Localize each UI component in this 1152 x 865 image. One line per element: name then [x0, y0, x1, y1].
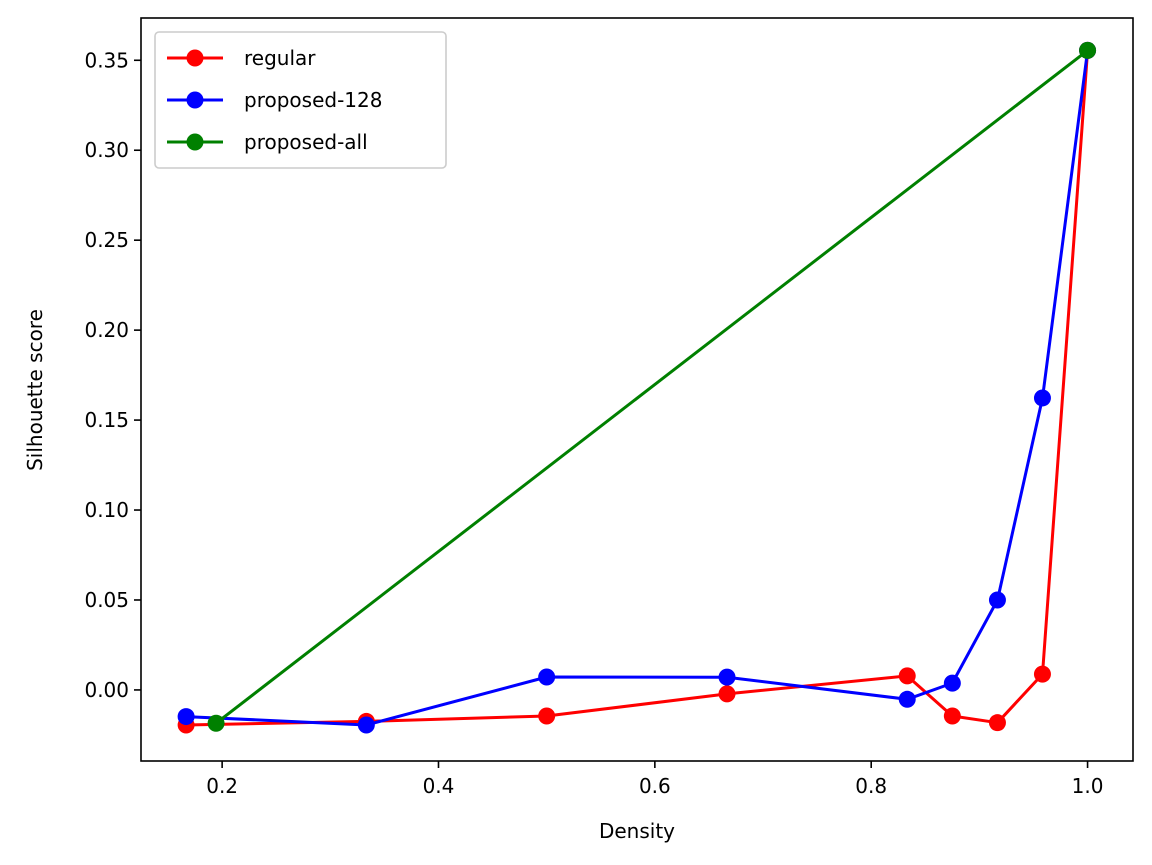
legend-marker-proposed-all — [186, 133, 204, 151]
x-tick-label: 0.6 — [639, 774, 671, 798]
legend-label-proposed-all: proposed-all — [244, 130, 368, 154]
y-tick-label: 0.10 — [84, 498, 129, 522]
data-point-regular — [538, 707, 556, 725]
legend: regular proposed-128 proposed-all — [154, 31, 447, 169]
data-point-proposed-128 — [943, 674, 961, 692]
data-point-regular — [1033, 665, 1051, 683]
series-line-proposed-all — [215, 49, 1089, 725]
series-proposed-128 — [177, 41, 1097, 734]
y-tick-label: 0.05 — [84, 588, 129, 612]
data-point-proposed-all — [1079, 41, 1097, 59]
data-point-regular — [718, 685, 736, 703]
data-point-proposed-128 — [538, 668, 556, 686]
data-point-regular — [943, 707, 961, 725]
y-tick-label: 0.00 — [84, 678, 129, 702]
series-layer — [177, 41, 1097, 734]
y-tick-label: 0.15 — [84, 408, 129, 432]
legend-label-regular: regular — [244, 46, 316, 70]
y-tick-label: 0.25 — [84, 228, 129, 252]
legend-label-proposed-128: proposed-128 — [244, 88, 382, 112]
data-point-regular — [988, 714, 1006, 732]
y-tick-label: 0.35 — [84, 48, 129, 72]
x-tick-label: 0.2 — [206, 774, 238, 798]
y-tick-label: 0.20 — [84, 318, 129, 342]
y-axis-label: Silhouette score — [23, 309, 47, 471]
y-tick-label: 0.30 — [84, 138, 129, 162]
data-point-regular — [898, 667, 916, 685]
legend-marker-proposed-128 — [186, 91, 204, 109]
series-proposed-all — [207, 41, 1097, 732]
data-point-proposed-128 — [898, 690, 916, 708]
axis-ticks: 0.2 0.4 0.6 0.8 1.0 0.00 0.05 0.10 0.15 0.20 0.25 0… — [84, 48, 1103, 798]
x-tick-label: 0.4 — [423, 774, 455, 798]
data-point-proposed-all — [207, 714, 225, 732]
legend-box — [154, 31, 447, 169]
data-point-proposed-128 — [988, 591, 1006, 609]
data-point-proposed-128 — [1033, 389, 1051, 407]
x-axis-label: Density — [599, 819, 675, 843]
x-tick-label: 0.8 — [855, 774, 887, 798]
legend-marker-regular — [186, 49, 204, 67]
data-point-proposed-128 — [718, 668, 736, 686]
x-tick-label: 1.0 — [1072, 774, 1104, 798]
axes-frame — [140, 17, 1134, 762]
data-point-proposed-128 — [177, 708, 195, 726]
data-point-proposed-128 — [357, 716, 375, 734]
